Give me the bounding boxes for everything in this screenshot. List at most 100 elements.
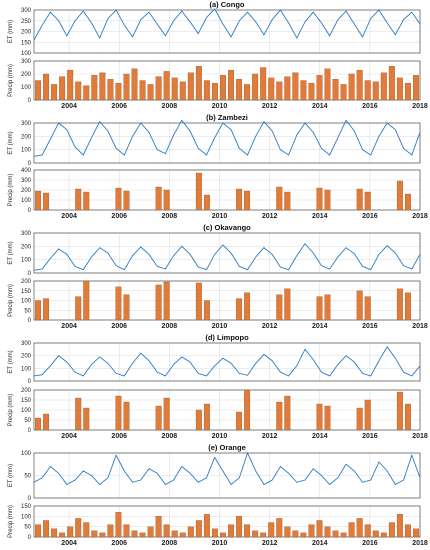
panel-4-precip-bar-36	[324, 405, 331, 431]
panel-2-et-point-25	[238, 147, 240, 149]
panel-2-et-point-17	[173, 134, 174, 136]
panel-1-precip-bar-18	[179, 81, 186, 101]
panel-5-et-point-38	[345, 463, 347, 465]
panel-5-precip-bar-3	[59, 532, 66, 538]
panel-1-et-ytick-3: 250	[21, 19, 32, 25]
panel-2-precip-bar-45	[396, 180, 403, 211]
panel-4-et-point-17	[173, 364, 174, 365]
panel-5-et-point-6	[82, 470, 84, 472]
panel-3-precip-bar-25	[236, 298, 243, 321]
panel-2-precip-ylabel: Precip (mm)	[8, 174, 14, 207]
panel-5-precip-bar-45	[396, 514, 403, 538]
panel-5-precip-bar-39	[348, 522, 355, 538]
panel-4-et-point-27	[255, 362, 257, 364]
panel-5-precip-bar-38	[340, 532, 347, 538]
panel-1-et-point-21	[206, 17, 207, 18]
panel-2-precip-frame	[33, 169, 421, 211]
panel-5-et-point-12	[132, 481, 133, 483]
panel-3-precip-bar-45	[396, 288, 403, 321]
panel-5-precip-bar-24	[228, 524, 234, 538]
panel-5-precip-frame	[33, 505, 421, 538]
panel-3-precip-bar-16	[163, 281, 170, 321]
panel-2-et-point-14	[148, 131, 150, 133]
panel-3-et-point-44	[395, 252, 396, 254]
panel-1-precip-bar-20	[195, 66, 202, 101]
panel-2-et-point-31	[288, 154, 289, 156]
panel-1-precip-bar-8	[99, 72, 106, 101]
panel-3-et-point-5	[74, 265, 76, 267]
panel-3-precip-bar-35	[316, 296, 323, 321]
panel-2-et-point-5	[74, 146, 76, 148]
panel-1-precip-bar-0	[35, 80, 41, 101]
panel-2-et-point-27	[255, 135, 257, 137]
panel-3-et-point-16	[165, 268, 166, 270]
panel-1-precip-bar-11	[123, 73, 130, 101]
panel-4-precip-xtick-3: 2010	[212, 433, 228, 440]
panel-2-et-point-34	[312, 131, 314, 133]
panel-2-et-point-22	[214, 137, 216, 139]
panel-3-et-point-22	[214, 253, 216, 255]
panel-5-precip-bar-41	[364, 524, 371, 538]
panel-1-precip-bar-7	[91, 75, 98, 101]
panel-1-et-point-4	[66, 35, 68, 37]
panel-2-precip-bar-1	[43, 192, 50, 211]
panel-4-precip-bar-35	[316, 403, 323, 431]
panel-5-precip-bar-36	[324, 526, 331, 538]
panel-5-et-point-29	[271, 479, 273, 481]
panel-2-precip-bar-31	[284, 191, 291, 211]
panel-3-precip-ytick-1: 50	[24, 308, 31, 314]
panel-5-precip-bar-34	[308, 524, 315, 538]
panel-5-et-point-44	[395, 484, 396, 485]
panel-1-et-point-24	[230, 36, 232, 38]
panel-5-precip-bar-25	[236, 516, 243, 538]
panel-4-et-point-47	[419, 365, 421, 367]
panel-5-precip-bar-1	[43, 520, 50, 538]
panel-5-et-point-16	[165, 484, 166, 485]
panel-3-et-point-47	[419, 253, 421, 255]
panel-5-et-frame	[33, 452, 421, 499]
panel-1-precip-bar-2	[51, 84, 58, 101]
panel-3-et-point-10	[115, 265, 117, 267]
panel-4-et-point-5	[74, 371, 76, 373]
panel-4-et-point-37	[337, 364, 339, 365]
panel-1-et-point-25	[238, 20, 240, 22]
panel-3-precip-ytick-2: 100	[21, 299, 32, 305]
panel-4-precip-bar-46	[404, 403, 411, 431]
panel-4-precip-bar-5	[75, 397, 82, 431]
panel-5-precip-bar-26	[244, 524, 251, 538]
panel-2-et-point-10	[115, 147, 117, 149]
panel-1-precip-xtick-2: 2008	[162, 103, 178, 110]
panel-5-precip-bar-13	[139, 532, 146, 538]
panel-1-et-point-41	[370, 18, 372, 19]
panel-1-precip-bar-16	[163, 71, 170, 101]
panel-4-precip-frame	[33, 389, 421, 431]
panel-5-precip-bar-15	[155, 516, 162, 538]
panel-5-precip-xtick-0: 2004	[61, 540, 77, 547]
panel-2-precip-bar-21	[203, 194, 210, 211]
panel-3-precip-ytick-0: 0	[28, 318, 32, 324]
panel-3-et-point-39	[353, 253, 355, 255]
panel-1-et-point-27	[255, 21, 257, 23]
panel-1-et-point-6	[82, 10, 84, 12]
panel-2-et-point-30	[280, 149, 281, 151]
panel-5-precip-ylabel: Precip (mm)	[8, 505, 14, 538]
panel-4-et-ylabel: ET (mm)	[8, 350, 14, 373]
panel-4-et-point-35	[321, 371, 322, 373]
panel-5-et-point-37	[337, 477, 339, 479]
panel-2-precip-bar-15	[155, 186, 162, 211]
panel-4-et-series-line	[33, 345, 421, 377]
panel-3-precip-bar-0	[35, 300, 41, 321]
panel-3-et-ytick-1: 100	[21, 258, 32, 264]
panel-1-precip-bar-30	[276, 81, 283, 101]
panel-3-et-point-38	[345, 247, 347, 249]
panel-3-precip-bar-1	[43, 298, 50, 321]
panel-5-et-point-23	[222, 470, 224, 472]
panel-2-et-ylabel: ET (mm)	[8, 131, 14, 154]
panel-2-et-point-19	[189, 130, 191, 132]
panel-3-et-point-0	[33, 269, 35, 271]
panel-3-et-point-30	[280, 266, 281, 268]
panel-3-precip-bar-10	[115, 286, 122, 321]
panel-5-et-point-3	[58, 472, 59, 474]
panel-5-et-point-45	[403, 479, 404, 481]
panel-1-et-point-16	[165, 35, 166, 37]
